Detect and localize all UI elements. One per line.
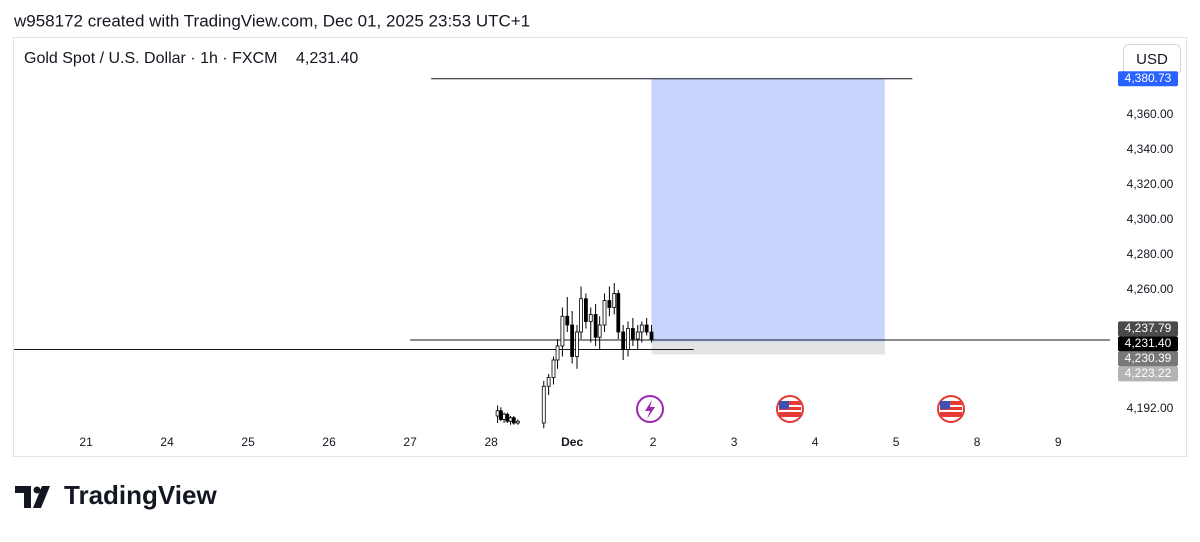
candle-body	[515, 420, 520, 424]
x-tick-label: 27	[403, 435, 417, 449]
candle-body	[511, 417, 516, 424]
y-tick-label: 4,320.00	[1127, 177, 1174, 191]
candle-body	[575, 331, 579, 357]
price-label: 4,237.79	[1125, 321, 1172, 335]
candle-body	[498, 410, 503, 420]
x-tick-label: 24	[160, 435, 174, 449]
event-icon	[776, 395, 804, 423]
candle-body	[495, 410, 500, 417]
y-tick-label: 4,340.00	[1127, 142, 1174, 156]
y-tick-label: 4,280.00	[1127, 247, 1174, 261]
candle-body	[644, 324, 649, 333]
price-label-badge	[1118, 336, 1178, 352]
price-label: 4,231.40	[1125, 336, 1172, 350]
candle-body	[616, 293, 621, 333]
price-label: 4,223.22	[1125, 366, 1172, 380]
candle-body	[602, 300, 607, 326]
x-tick-label: 25	[241, 435, 255, 449]
price-label-badge	[1118, 366, 1178, 382]
candle-body	[593, 314, 598, 338]
y-tick-label: 4,360.00	[1127, 107, 1174, 121]
price-label: 4,380.73	[1125, 71, 1172, 85]
candle-body	[546, 377, 551, 387]
plot-area: 21 24 25 26 27 28 Dec 2 3 4 5 8 9 4,360.00 4,340.00 4,3…	[14, 38, 1178, 456]
x-tick-label: Dec	[561, 435, 583, 449]
event-icon	[636, 395, 664, 423]
candle-body	[612, 293, 617, 308]
y-tick-label: 4,192.00	[1127, 401, 1174, 415]
candle-body	[649, 331, 654, 341]
logo-mark	[15, 486, 50, 508]
candle-body	[579, 298, 583, 333]
candle-body	[626, 328, 630, 350]
profit-zone	[651, 78, 885, 342]
x-tick-label: 9	[1055, 435, 1062, 449]
price-label-badge	[1118, 321, 1178, 337]
candle-body	[570, 324, 575, 357]
x-tick-label: 21	[79, 435, 93, 449]
caption: w958172 created with TradingView.com, De…	[13, 11, 530, 30]
candle-body	[639, 324, 644, 333]
x-tick-label: 2	[650, 435, 657, 449]
x-tick-label: 28	[484, 435, 498, 449]
loss-zone	[651, 341, 885, 355]
currency[interactable]: USD	[1136, 51, 1168, 68]
candle-body	[502, 413, 506, 420]
logo-text: TradingView	[64, 480, 217, 510]
candle-body	[630, 328, 635, 340]
x-tick-label: 3	[731, 435, 738, 449]
event-icon	[937, 395, 965, 423]
x-tick-label: 5	[893, 435, 900, 449]
last-price: 4,231.40	[296, 50, 358, 67]
candle-body	[541, 385, 546, 424]
candle-body	[621, 331, 626, 350]
candle-body	[560, 315, 565, 347]
x-tick-label: 8	[974, 435, 981, 449]
candle-body	[635, 331, 640, 340]
candle-body	[565, 315, 570, 326]
y-tick-label: 4,300.00	[1127, 212, 1174, 226]
candle-body	[583, 298, 588, 322]
candle-body	[555, 345, 560, 361]
x-tick-label: 26	[322, 435, 336, 449]
candle-body	[505, 413, 510, 422]
candle-body	[588, 314, 593, 322]
price-label-badge	[1118, 351, 1178, 367]
symbol-title: Gold Spot / U.S. Dollar · 1h · FXCM	[24, 50, 277, 67]
chart-frame	[13, 37, 1187, 457]
candle-body	[551, 359, 556, 378]
candle-body	[597, 324, 602, 338]
price-label-badge	[1118, 71, 1178, 87]
price-label: 4,230.39	[1125, 351, 1172, 365]
y-tick-label: 4,260.00	[1127, 282, 1174, 296]
candle-body	[508, 417, 513, 422]
candle-body	[607, 300, 612, 308]
x-tick-label: 4	[812, 435, 819, 449]
